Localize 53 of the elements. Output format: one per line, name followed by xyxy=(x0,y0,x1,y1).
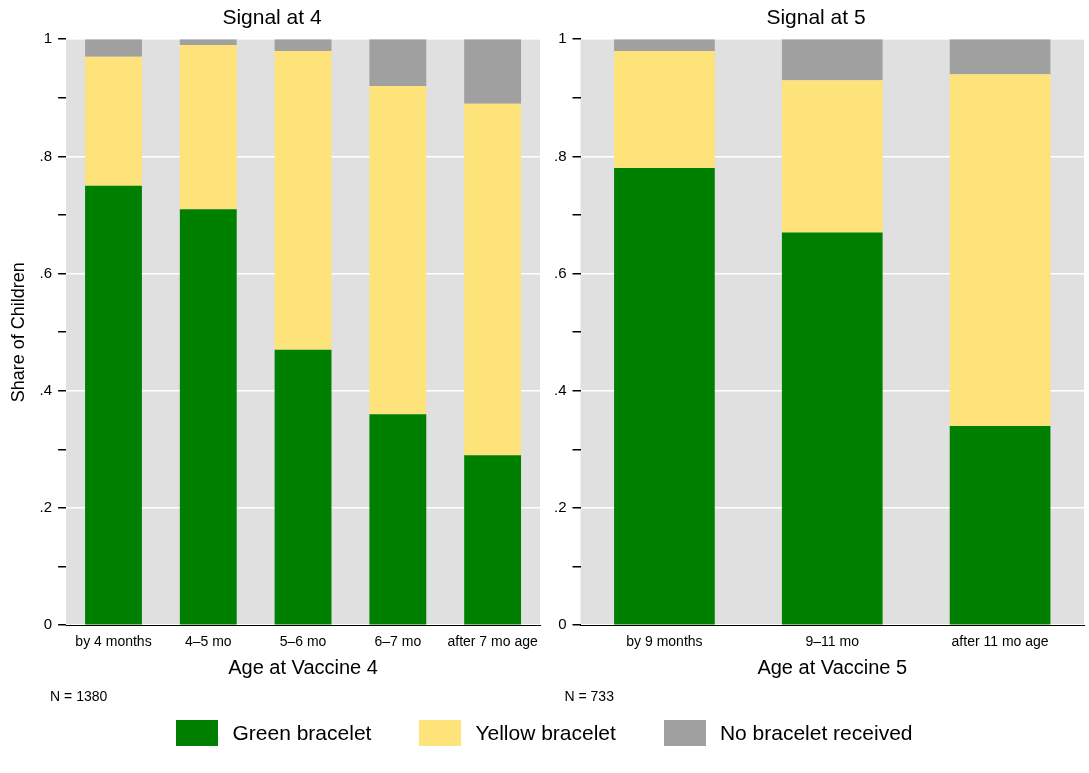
x-tick-label: 9–11 mo xyxy=(805,633,860,650)
chart-title: Signal at 4 xyxy=(222,5,322,29)
bar xyxy=(949,425,1051,625)
bar xyxy=(85,39,142,57)
text: N = 1380 xyxy=(50,687,108,704)
bar xyxy=(85,185,142,625)
x-tick-label: by 9 months xyxy=(626,633,703,650)
bar xyxy=(464,39,522,104)
x-tick-label: 4–5 mo xyxy=(184,633,232,650)
bar xyxy=(274,50,332,350)
bar xyxy=(179,45,237,210)
chart-title: Signal at 5 xyxy=(766,5,866,29)
y-tick-label: 0 xyxy=(558,615,567,633)
y-tick-label: .8 xyxy=(553,146,567,164)
bar xyxy=(274,39,332,51)
bar xyxy=(179,209,237,625)
y-tick-label: 1 xyxy=(43,29,53,47)
x-axis-title: Age at Vaccine 5 xyxy=(757,655,908,678)
y-tick-label: 1 xyxy=(558,29,567,47)
y-tick-label: .4 xyxy=(553,380,567,398)
bar xyxy=(464,455,522,625)
y-tick-label: 0 xyxy=(43,615,53,633)
text: N = 733 xyxy=(564,687,615,704)
x-tick-label: after 7 mo age xyxy=(447,633,538,650)
legend-label: Yellow bracelet xyxy=(475,721,616,745)
bar xyxy=(274,349,332,625)
bar xyxy=(369,414,427,625)
bar xyxy=(614,50,715,169)
y-tick-label: .2 xyxy=(39,498,53,516)
y-tick-label: .4 xyxy=(39,380,53,398)
y-tick-label: .6 xyxy=(39,263,53,281)
x-tick-label: 6–7 mo xyxy=(374,633,422,650)
bar xyxy=(85,56,142,186)
bar xyxy=(949,39,1051,75)
y-axis-title: Share of Children xyxy=(7,262,28,403)
legend-label: No bracelet received xyxy=(719,721,913,745)
bar xyxy=(781,80,883,233)
bar xyxy=(369,86,427,415)
bar xyxy=(464,103,522,456)
x-axis-title: Age at Vaccine 4 xyxy=(228,655,378,678)
y-tick-label: .8 xyxy=(39,146,53,164)
legend-label: Green bracelet xyxy=(232,721,372,745)
y-tick-label: .6 xyxy=(553,263,567,281)
bar xyxy=(949,74,1051,426)
bar xyxy=(781,232,883,625)
y-tick-label: .2 xyxy=(553,498,567,516)
bar xyxy=(781,39,883,81)
bar xyxy=(614,168,715,625)
x-tick-label: after 11 mo age xyxy=(951,633,1049,650)
x-tick-label: 5–6 mo xyxy=(279,633,327,650)
bar xyxy=(369,39,427,87)
bar xyxy=(614,39,715,51)
x-tick-label: by 4 months xyxy=(75,633,152,650)
